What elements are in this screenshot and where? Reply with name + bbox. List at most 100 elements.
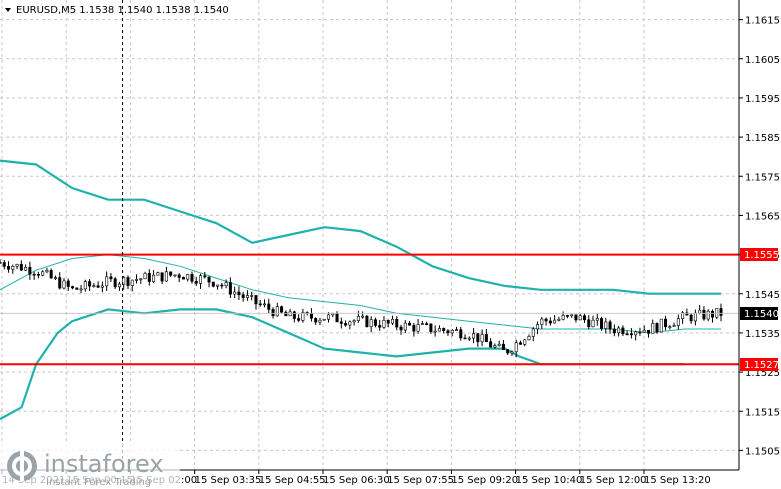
candle-body bbox=[32, 273, 36, 276]
candle-body bbox=[390, 318, 394, 324]
candle-body bbox=[621, 327, 625, 335]
candle-body bbox=[160, 272, 164, 282]
candle-body bbox=[322, 318, 326, 321]
candle-body bbox=[369, 319, 373, 328]
candle-body bbox=[220, 284, 224, 287]
candle-body bbox=[489, 341, 493, 348]
candle-body bbox=[135, 279, 139, 281]
candle-body bbox=[600, 318, 604, 329]
candle-body bbox=[147, 273, 151, 282]
candle-body bbox=[378, 325, 382, 328]
candle-body bbox=[45, 270, 49, 273]
candle-body bbox=[476, 333, 480, 343]
candle-body bbox=[659, 318, 663, 333]
candle-body bbox=[561, 315, 565, 320]
candle-body bbox=[113, 278, 117, 288]
candle-body bbox=[62, 280, 66, 289]
time-tick-label: 15 Sep 04:55 bbox=[259, 475, 326, 486]
candle-body bbox=[19, 263, 23, 271]
candle-body bbox=[11, 265, 15, 270]
candle-body bbox=[361, 315, 365, 318]
candle-body bbox=[365, 315, 369, 328]
candle-body bbox=[531, 328, 535, 337]
candle-body bbox=[395, 318, 399, 328]
candle-body bbox=[433, 330, 437, 333]
candle-body bbox=[501, 343, 505, 350]
price-tick-label: 1.1585 bbox=[745, 133, 780, 144]
candle-body bbox=[36, 273, 40, 276]
svg-text:1.1540: 1.1540 bbox=[744, 309, 779, 320]
candle-body bbox=[702, 309, 706, 320]
candle-body bbox=[53, 277, 57, 279]
candle-body bbox=[608, 321, 612, 330]
candle-body bbox=[83, 281, 87, 290]
candle-body bbox=[335, 313, 339, 323]
candle-body bbox=[437, 328, 441, 332]
candle-body bbox=[267, 303, 271, 310]
candle-body bbox=[403, 322, 407, 331]
candle-body bbox=[706, 310, 710, 320]
candle-body bbox=[625, 333, 629, 336]
price-tick-label: 1.1605 bbox=[745, 55, 780, 66]
candle-body bbox=[548, 320, 552, 324]
triangle-down-icon bbox=[5, 8, 11, 12]
candle-body bbox=[271, 309, 275, 317]
logo-tagline: Instant Forex Trading bbox=[46, 477, 151, 488]
price-tick-label: 1.1545 bbox=[745, 290, 780, 301]
price-tick-label: 1.1515 bbox=[745, 407, 780, 418]
candle-body bbox=[651, 323, 655, 334]
price-tick-label: 1.1505 bbox=[745, 446, 780, 457]
time-tick-label: 15 Sep 07:55 bbox=[387, 475, 454, 486]
candle-body bbox=[288, 311, 292, 317]
candle-body bbox=[348, 321, 352, 326]
candle-body bbox=[190, 274, 194, 282]
candle-body bbox=[181, 277, 185, 280]
candle-body bbox=[416, 324, 420, 332]
level-low-label: 1.1527 bbox=[740, 358, 779, 371]
candle-body bbox=[164, 271, 168, 282]
symbol-header[interactable]: EURUSD,M5 1.1538 1.1540 1.1538 1.1540 bbox=[5, 5, 229, 16]
candle-body bbox=[467, 337, 471, 340]
candle-body bbox=[574, 314, 578, 321]
candle-body bbox=[408, 322, 412, 326]
candle-body bbox=[186, 274, 190, 280]
candle-body bbox=[442, 328, 446, 331]
candle-body bbox=[344, 323, 348, 326]
price-tick-label: 1.1525 bbox=[745, 368, 780, 379]
candle-body bbox=[241, 294, 245, 298]
candle-body bbox=[497, 343, 501, 346]
candle-body bbox=[685, 312, 689, 316]
candle-body bbox=[173, 274, 177, 277]
candle-body bbox=[459, 329, 463, 339]
candle-body bbox=[71, 286, 75, 289]
candle-body bbox=[570, 314, 574, 317]
candle-body bbox=[105, 276, 109, 287]
candle-body bbox=[211, 281, 215, 287]
candle-body bbox=[254, 295, 258, 305]
candle-body bbox=[2, 262, 6, 267]
price-tick-label: 1.1595 bbox=[745, 94, 780, 105]
candle-body bbox=[130, 279, 134, 286]
candle-body bbox=[454, 329, 458, 332]
candle-body bbox=[587, 319, 591, 328]
candle-body bbox=[15, 263, 19, 267]
time-tick-label: 15 Sep 06:30 bbox=[323, 475, 390, 486]
candle-body bbox=[143, 273, 147, 280]
candle-body bbox=[553, 319, 557, 324]
candle-body bbox=[203, 275, 207, 278]
candle-body bbox=[557, 318, 561, 321]
current-price-label: 1.1540 bbox=[740, 307, 779, 320]
candle-body bbox=[245, 295, 249, 298]
candle-body bbox=[617, 327, 621, 334]
candle-body bbox=[591, 319, 595, 328]
candle-body bbox=[719, 308, 723, 316]
candle-body bbox=[0, 262, 2, 264]
candle-body bbox=[117, 283, 121, 288]
candle-body bbox=[698, 309, 702, 314]
candle-body bbox=[446, 330, 450, 334]
candle-body bbox=[216, 284, 220, 287]
candle-body bbox=[536, 324, 540, 330]
price-tick-label: 1.1575 bbox=[745, 172, 780, 183]
candle-body bbox=[565, 315, 569, 317]
